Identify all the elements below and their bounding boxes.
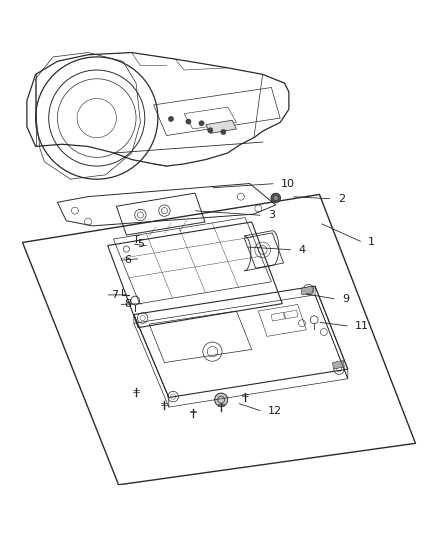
Circle shape (186, 119, 191, 124)
Text: 5: 5 (137, 239, 144, 249)
Text: 7: 7 (111, 290, 118, 300)
Text: 2: 2 (338, 194, 345, 204)
Text: 6: 6 (124, 255, 131, 265)
Polygon shape (206, 120, 237, 133)
Circle shape (168, 116, 173, 122)
Polygon shape (301, 286, 313, 295)
Text: 4: 4 (298, 245, 306, 255)
Text: 8: 8 (124, 300, 131, 310)
Text: 11: 11 (355, 321, 369, 332)
Circle shape (199, 120, 204, 126)
Circle shape (215, 393, 228, 406)
Text: 1: 1 (368, 238, 375, 247)
Circle shape (221, 130, 226, 135)
Text: 3: 3 (268, 211, 275, 221)
Text: 10: 10 (281, 179, 295, 189)
Circle shape (208, 128, 213, 133)
Text: 12: 12 (268, 407, 282, 416)
Circle shape (273, 195, 279, 200)
Circle shape (271, 193, 281, 203)
Polygon shape (332, 360, 344, 369)
Text: 9: 9 (342, 294, 349, 304)
